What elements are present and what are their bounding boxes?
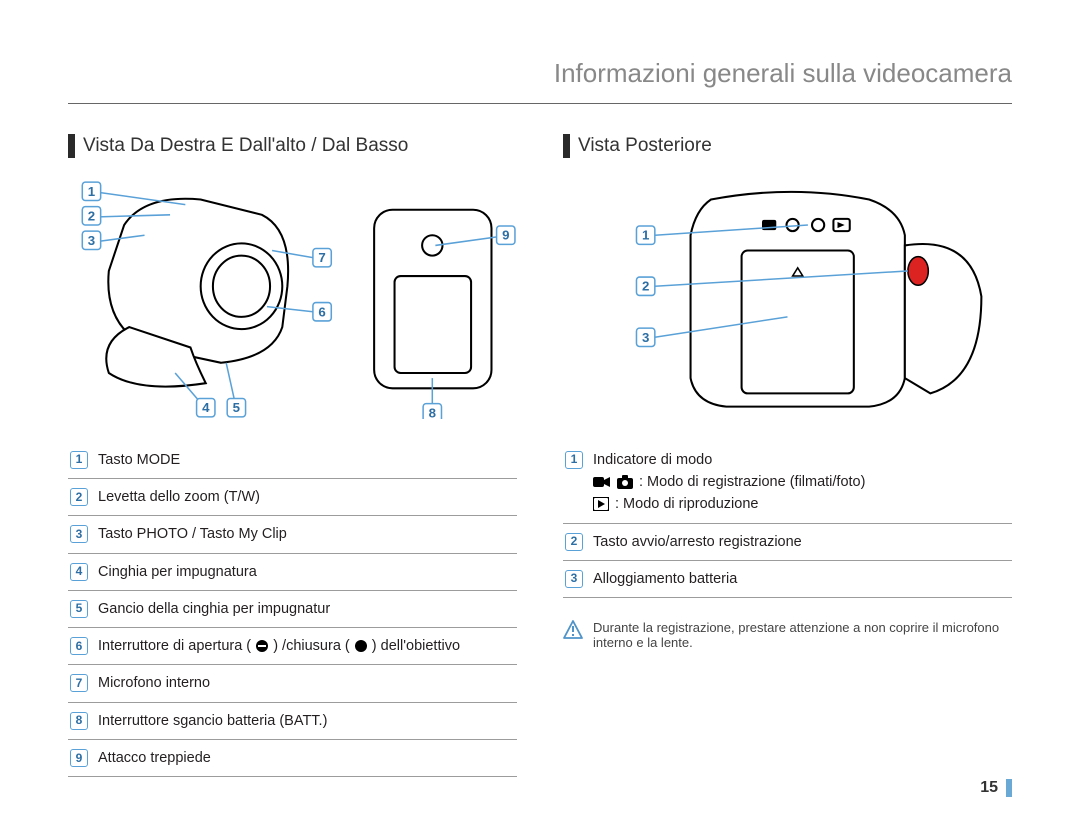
num-badge: 3: [70, 525, 88, 543]
num-badge: 2: [70, 488, 88, 506]
legend-text: Tasto MODE: [98, 450, 515, 470]
legend-text: Indicatore di modo : Modo di registrazio…: [593, 450, 1010, 515]
diagram-right-top-bottom-view: 1 2 3 4 5 6 7 8 9: [68, 174, 517, 419]
diagram-rear-view: 1 2 3: [563, 174, 1012, 419]
legend-text: Gancio della cinghia per impugnatur: [98, 599, 515, 619]
legend-right: 1 Indicatore di modo : Modo di registraz…: [563, 442, 1012, 598]
svg-text:3: 3: [88, 233, 95, 248]
legend-text: Interruttore di apertura ( ) /chiusura (…: [98, 636, 515, 656]
camcorder-icon: [593, 475, 611, 489]
warning-text: Durante la registrazione, prestare atten…: [593, 620, 1012, 650]
num-badge: 3: [565, 570, 583, 588]
num-badge: 1: [70, 451, 88, 469]
svg-text:5: 5: [233, 400, 240, 415]
legend-row: 6 Interruttore di apertura ( ) /chiusura…: [68, 628, 517, 665]
svg-text:9: 9: [502, 227, 509, 242]
legend-text: Tasto avvio/arresto registrazione: [593, 532, 1010, 552]
legend-text: Cinghia per impugnatura: [98, 562, 515, 582]
svg-text:7: 7: [318, 250, 325, 265]
camera-icon: [617, 475, 633, 489]
camera-rear-illustration: [691, 192, 982, 407]
camera-angled-illustration: [106, 199, 288, 387]
left-column: Vista Da Destra E Dall'alto / Dal Basso: [68, 134, 517, 777]
two-column-layout: Vista Da Destra E Dall'alto / Dal Basso: [68, 134, 1012, 777]
legend-text: Tasto PHOTO / Tasto My Clip: [98, 524, 515, 544]
playback-icon: [593, 497, 609, 511]
legend-text: Interruttore sgancio batteria (BATT.): [98, 711, 515, 731]
svg-text:1: 1: [88, 184, 95, 199]
num-badge: 9: [70, 749, 88, 767]
camera-bottom-illustration: [374, 209, 491, 388]
legend-left: 1 Tasto MODE 2 Levetta dello zoom (T/W) …: [68, 442, 517, 778]
lens-close-icon: [354, 639, 368, 653]
num-badge: 7: [70, 674, 88, 692]
warning-note: Durante la registrazione, prestare atten…: [563, 620, 1012, 650]
num-badge: 8: [70, 712, 88, 730]
heading-right: Vista Posteriore: [563, 134, 1012, 158]
legend-subline: : Modo di riproduzione: [593, 494, 1010, 514]
legend-row: 3 Tasto PHOTO / Tasto My Clip: [68, 516, 517, 553]
heading-left: Vista Da Destra E Dall'alto / Dal Basso: [68, 134, 517, 158]
warning-icon: [563, 620, 583, 640]
right-column: Vista Posteriore: [563, 134, 1012, 777]
svg-text:2: 2: [642, 278, 649, 293]
legend-subline: : Modo di registrazione (filmati/foto): [593, 472, 1010, 492]
svg-text:4: 4: [202, 400, 210, 415]
svg-text:2: 2: [88, 208, 95, 223]
svg-text:1: 1: [642, 227, 649, 242]
legend-row: 1 Indicatore di modo : Modo di registraz…: [563, 442, 1012, 524]
legend-row: 2 Tasto avvio/arresto registrazione: [563, 524, 1012, 561]
num-badge: 4: [70, 563, 88, 581]
num-badge: 2: [565, 533, 583, 551]
legend-text: Microfono interno: [98, 673, 515, 693]
num-badge: 1: [565, 451, 583, 469]
page-number: 15: [980, 779, 1012, 797]
legend-text: Levetta dello zoom (T/W): [98, 487, 515, 507]
legend-main-label: Indicatore di modo: [593, 452, 712, 468]
legend-row: 7 Microfono interno: [68, 665, 517, 702]
legend-row: 8 Interruttore sgancio batteria (BATT.): [68, 703, 517, 740]
legend-text: Alloggiamento batteria: [593, 569, 1010, 589]
svg-text:8: 8: [429, 405, 436, 419]
svg-text:3: 3: [642, 330, 649, 345]
legend-row: 3 Alloggiamento batteria: [563, 561, 1012, 598]
num-badge: 6: [70, 637, 88, 655]
legend-row: 5 Gancio della cinghia per impugnatur: [68, 591, 517, 628]
page-title: Informazioni generali sulla videocamera: [68, 58, 1012, 104]
legend-row: 2 Levetta dello zoom (T/W): [68, 479, 517, 516]
mode-playback-label: : Modo di riproduzione: [615, 494, 758, 514]
mode-recording-label: : Modo di registrazione (filmati/foto): [639, 472, 865, 492]
legend-row: 9 Attacco treppiede: [68, 740, 517, 777]
lens-open-icon: [255, 639, 269, 653]
num-badge: 5: [70, 600, 88, 618]
svg-text:6: 6: [318, 304, 325, 319]
legend-row: 1 Tasto MODE: [68, 442, 517, 479]
legend-row: 4 Cinghia per impugnatura: [68, 554, 517, 591]
legend-text: Attacco treppiede: [98, 748, 515, 768]
